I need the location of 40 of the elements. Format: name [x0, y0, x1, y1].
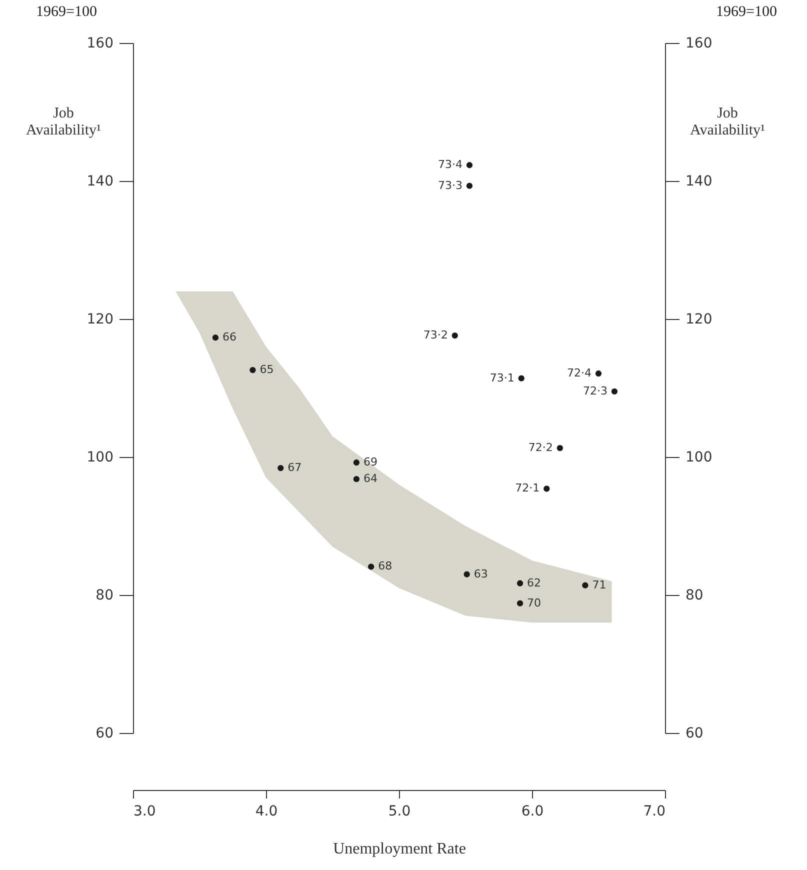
annotation: 72·2: [528, 441, 553, 454]
y2-axis-title: Job Availability¹: [690, 106, 766, 138]
annotation: 67: [288, 461, 302, 474]
annotation: 72·3: [582, 384, 608, 398]
annotation: 66: [222, 330, 236, 344]
annotation: 64: [363, 472, 378, 486]
text: 1969=100: [36, 4, 97, 21]
y-tick-label: 120: [86, 312, 114, 328]
annotation: 69: [363, 456, 378, 469]
x-tick-label: 3.0: [134, 804, 156, 820]
x-tick-label: 6.0: [521, 804, 544, 820]
annotation: 73·2: [423, 328, 448, 342]
annotation: 73·1: [490, 371, 514, 384]
y-tick-label: 160: [86, 36, 114, 52]
x-tick-label: 4.0: [255, 804, 278, 820]
y2-tick-label: 120: [686, 312, 712, 328]
y2-tick-label: 100: [686, 450, 712, 466]
annotation: 65: [260, 363, 274, 376]
y2-tick-label: 60: [686, 726, 704, 742]
annotation: 71: [592, 578, 606, 592]
annotation: 72·4: [567, 366, 592, 380]
x-tick-label: 5.0: [388, 804, 411, 820]
y2-tick-label: 160: [686, 36, 712, 52]
y-tick-label: 140: [86, 174, 114, 190]
y-axis-title: Job Availability¹: [26, 106, 102, 138]
annotation: 62: [527, 576, 542, 590]
annotation: 63: [474, 567, 488, 580]
annotation: 72·1: [515, 482, 540, 495]
x-axis-title: Unemployment Rate: [333, 840, 466, 858]
y-tick-label: 80: [96, 588, 114, 604]
y-tick-label: 100: [86, 450, 114, 466]
annotation: 73·3: [438, 178, 462, 192]
x-tick-label: 7.0: [643, 804, 666, 820]
annotation: 68: [378, 560, 392, 573]
annotation: 70: [527, 596, 542, 610]
y2-tick-label: 80: [686, 588, 704, 604]
y2-tick-label: 140: [686, 174, 712, 190]
y-tick-label: 60: [96, 726, 114, 742]
text: 1969=100: [716, 4, 777, 21]
annotation: 73·4: [438, 158, 462, 172]
